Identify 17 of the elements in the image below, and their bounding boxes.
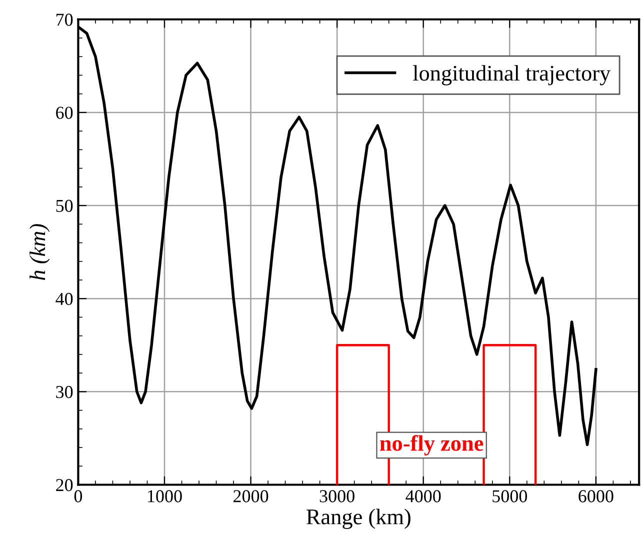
y-tick-label: 60: [56, 106, 73, 119]
x-tick-label: 2000: [234, 490, 268, 502]
x-tick-label: 1000: [148, 490, 182, 502]
annotation: no-fly zone: [380, 434, 484, 456]
x-tick-label: 5000: [492, 490, 528, 502]
x-axis-title: Range (km): [306, 508, 410, 529]
y-tick-label: 20: [56, 479, 73, 492]
y-tick-label: 30: [56, 386, 73, 398]
y-tick-label: 70: [56, 14, 73, 26]
y-tick-label: 40: [56, 292, 73, 306]
x-tick-label: 3000: [320, 490, 354, 502]
x-tick-label: 4000: [406, 490, 441, 502]
y-axis-title: h (km): [30, 224, 50, 280]
x-tick-label: 6000: [578, 490, 614, 502]
x-tick-label: 0: [74, 490, 82, 502]
y-tick-label: 50: [56, 200, 73, 212]
legend-label: longitudinal trajectory: [413, 65, 611, 86]
